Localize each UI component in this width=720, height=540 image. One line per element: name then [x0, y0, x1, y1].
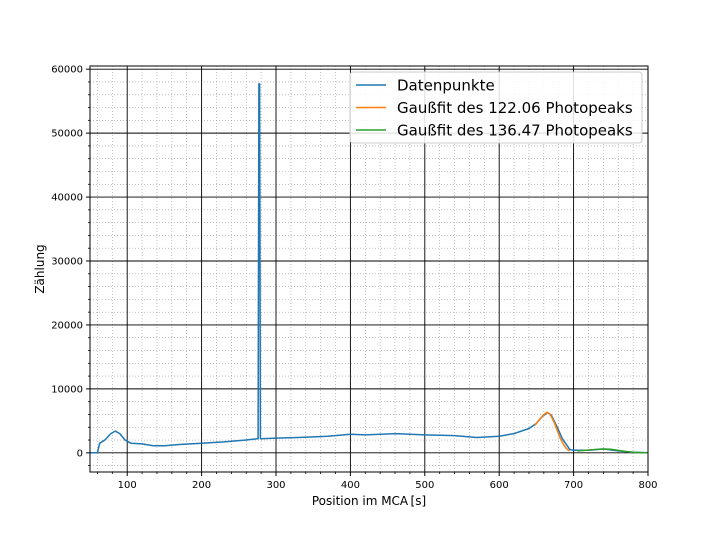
x-tick-label: 600: [490, 480, 509, 491]
y-tick-label: 60000: [51, 65, 83, 76]
plot-frame: [89, 65, 649, 473]
x-tick-label: 300: [266, 480, 285, 491]
legend: Datenpunkte Gaußfit des 122.06 Photopeaks…: [349, 71, 643, 144]
series-line-2: [534, 411, 570, 452]
series-line-1: [90, 83, 648, 454]
series-line-3: [577, 448, 648, 454]
x-tick-label: 800: [638, 480, 657, 491]
x-tick-label: 500: [415, 480, 434, 491]
x-tick-label: 100: [118, 480, 137, 491]
legend-label-3: Gaußfit des 136.47 Photopeaks: [397, 122, 633, 140]
y-tick-label: 30000: [51, 257, 83, 268]
x-tick-label: 400: [341, 480, 360, 491]
y-tick-label: 20000: [51, 320, 83, 331]
legend-box: [349, 71, 643, 144]
legend-label-1: Datenpunkte: [397, 77, 495, 95]
legend-label-2: Gaußfit des 122.06 Photopeaks: [397, 99, 633, 117]
x-axis-title: Position im MCA [s]: [312, 494, 426, 508]
y-axis-title: Zählung: [33, 244, 47, 293]
axis-ticks: 100 200 300 400 500 600 700 800 0 10000 20000 30000…: [51, 65, 657, 491]
y-tick-label: 50000: [51, 129, 83, 140]
y-tick-label: 40000: [51, 193, 83, 204]
x-tick-label: 200: [192, 480, 211, 491]
plot-series: [90, 83, 648, 454]
y-tick-label: 0: [77, 448, 83, 459]
x-tick-label: 700: [564, 480, 583, 491]
y-tick-label: 10000: [51, 384, 83, 395]
